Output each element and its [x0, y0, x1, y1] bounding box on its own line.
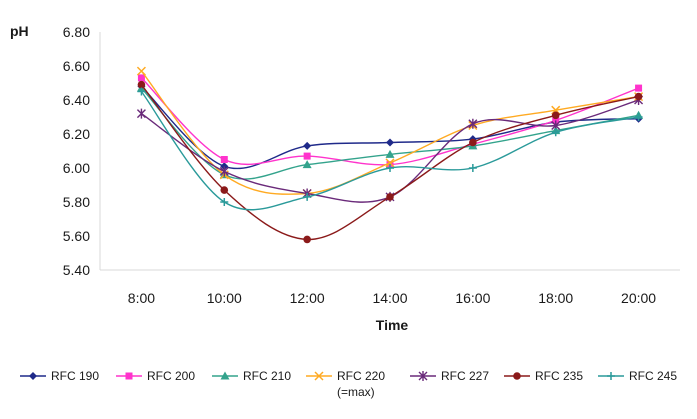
data-point — [220, 162, 229, 171]
series-line — [140, 70, 639, 195]
legend-label: RFC 200 — [147, 369, 195, 383]
data-point — [635, 84, 643, 92]
legend-marker — [29, 372, 37, 380]
data-point — [634, 92, 643, 101]
legend-item: RFC 200 — [116, 369, 195, 383]
data-point — [385, 158, 395, 168]
data-point — [385, 149, 395, 158]
axes — [99, 32, 680, 271]
series-rfc-235 — [137, 80, 643, 244]
legend-marker — [607, 372, 615, 380]
data-point — [386, 164, 394, 172]
data-point — [634, 113, 643, 121]
legend-item: RFC 235 — [504, 369, 583, 383]
legend-label: RFC 235 — [535, 369, 583, 383]
y-tick-label: 6.00 — [63, 160, 90, 176]
data-point — [551, 111, 560, 120]
data-point — [469, 138, 477, 147]
data-point — [220, 198, 229, 206]
data-point — [552, 116, 560, 124]
x-tick-label: 16:00 — [455, 290, 490, 306]
legend-sublabel: (=max) — [337, 385, 375, 399]
x-tick-label: 20:00 — [621, 290, 656, 306]
legend-marker — [513, 372, 521, 380]
y-ticks: 5.40 5.60 5.80 6.00 6.20 6.40 6.60 6.80 — [63, 24, 90, 278]
legend-item: RFC 190 — [20, 369, 99, 383]
y-tick-label: 5.60 — [63, 228, 90, 244]
legend-label: RFC 227 — [441, 369, 489, 383]
x-ticks: 8:00 10:00 12:00 14:00 16:00 18:00 20:00 — [128, 290, 656, 306]
y-tick-label: 6.60 — [63, 58, 90, 74]
x-tick-label: 14:00 — [372, 290, 407, 306]
data-point — [220, 186, 229, 194]
x-tick-label: 10:00 — [207, 290, 242, 306]
legend-marker — [220, 371, 230, 380]
data-point — [303, 141, 312, 150]
x-tick-label: 18:00 — [538, 290, 573, 306]
legend-label: RFC 190 — [51, 369, 99, 383]
legend-item: RFC 245 — [598, 369, 677, 383]
data-point — [303, 235, 311, 244]
y-tick-label: 6.80 — [63, 24, 90, 40]
x-axis-title: Time — [376, 317, 409, 333]
legend: RFC 190 RFC 200 RFC 210 RFC 220(=max)RFC 22… — [20, 369, 677, 399]
data-point — [136, 66, 146, 76]
legend-marker — [125, 372, 133, 380]
data-point — [220, 156, 228, 163]
legend-marker — [418, 371, 428, 381]
data-point — [302, 160, 312, 169]
data-point — [386, 193, 394, 201]
x-tick-label: 12:00 — [290, 290, 325, 306]
y-axis-title: pH — [10, 23, 29, 39]
series-rfc-227 — [136, 95, 644, 203]
data-point — [551, 128, 560, 137]
data-point — [303, 152, 311, 160]
data-point — [468, 164, 477, 172]
y-tick-label: 5.80 — [63, 194, 90, 210]
data-point — [137, 80, 146, 89]
legend-label: RFC 245 — [629, 369, 677, 383]
series-layer — [136, 66, 644, 244]
data-point — [137, 87, 146, 96]
legend-item: RFC 227 — [410, 369, 489, 383]
legend-label: RFC 220 — [337, 369, 385, 383]
data-point — [137, 74, 145, 82]
data-point — [219, 166, 229, 177]
y-tick-label: 6.20 — [63, 126, 90, 142]
series-rfc-245 — [137, 87, 643, 211]
y-tick-label: 5.40 — [63, 262, 90, 278]
legend-item: RFC 220 (=max) — [306, 369, 385, 399]
legend-label: RFC 210 — [243, 369, 291, 383]
legend-marker — [314, 371, 324, 381]
legend-item: RFC 210 — [212, 369, 291, 383]
data-point — [468, 118, 478, 129]
data-point — [136, 108, 146, 119]
data-point — [303, 192, 312, 201]
data-point — [386, 138, 394, 147]
x-tick-label: 8:00 — [128, 290, 155, 306]
y-tick-label: 6.40 — [63, 92, 90, 108]
